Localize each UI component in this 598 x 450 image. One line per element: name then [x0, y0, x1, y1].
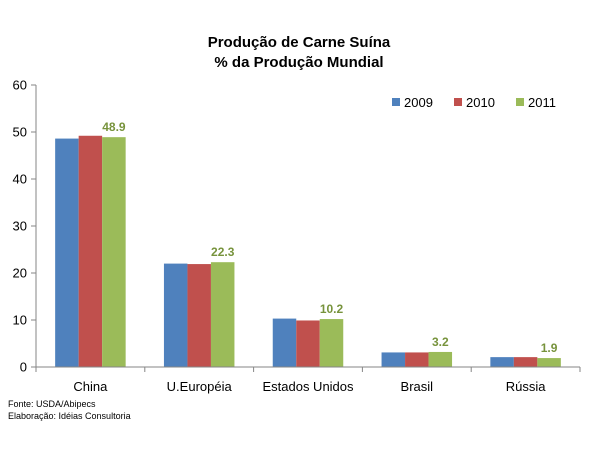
- bar-2009: [490, 357, 514, 367]
- source-note: Fonte: USDA/Abipecs: [8, 399, 96, 409]
- data-label-2011: 48.9: [102, 120, 126, 134]
- legend-label-2009: 2009: [404, 95, 433, 110]
- y-tick-label: 40: [13, 172, 27, 187]
- legend: 2009 2010 2011: [392, 95, 556, 110]
- legend-swatch-2011: [516, 98, 524, 106]
- legend-label-2010: 2010: [466, 95, 495, 110]
- y-tick-label: 60: [13, 78, 27, 93]
- legend-label-2011: 2011: [528, 95, 556, 110]
- bar-2010: [187, 264, 211, 367]
- bar-2010: [513, 357, 538, 367]
- bar-2010: [405, 352, 429, 367]
- bar-2010: [296, 320, 320, 367]
- bars: [55, 135, 561, 367]
- x-category-label: Rússia: [506, 379, 547, 394]
- bar-2011: [428, 351, 453, 367]
- x-axis: China U.Européia Estados Unidos Brasil Rússi…: [35, 366, 581, 394]
- bar-2009: [381, 352, 406, 367]
- x-category-label: Brasil: [401, 379, 434, 394]
- y-tick-label: 20: [13, 266, 27, 281]
- bar-2011: [210, 262, 235, 367]
- bar-2009: [55, 138, 79, 367]
- bar-2011: [319, 319, 344, 367]
- legend-swatch-2009: [392, 98, 400, 106]
- data-label-2011: 10.2: [320, 302, 344, 316]
- y-tick-label: 10: [13, 313, 27, 328]
- data-label-2011: 22.3: [211, 245, 235, 259]
- y-axis: 0 10 20 30 40 50 60: [13, 78, 37, 375]
- chart-title-line-1: Produção de Carne Suína: [208, 34, 391, 51]
- y-tick-label: 30: [13, 219, 27, 234]
- bar-2011: [537, 358, 561, 367]
- y-tick-label: 0: [20, 360, 27, 375]
- elaboration-note: Elaboração: Idéias Consultoria: [8, 411, 131, 421]
- x-category-label: Estados Unidos: [262, 379, 354, 394]
- chart-title-line-2: % da Produção Mundial: [214, 54, 383, 71]
- data-label-2011: 3.2: [432, 335, 449, 349]
- x-category-label: China: [73, 379, 108, 394]
- y-tick-label: 50: [13, 125, 27, 140]
- bar-2011: [102, 137, 126, 367]
- x-category-label: U.Européia: [167, 379, 233, 394]
- data-label-2011: 1.9: [541, 341, 558, 355]
- data-labels: 48.9 22.3 10.2 3.2 1.9: [102, 120, 558, 355]
- bar-2009: [163, 263, 188, 367]
- bar-2009: [272, 318, 297, 367]
- legend-swatch-2010: [454, 98, 462, 106]
- bar-2010: [78, 135, 103, 367]
